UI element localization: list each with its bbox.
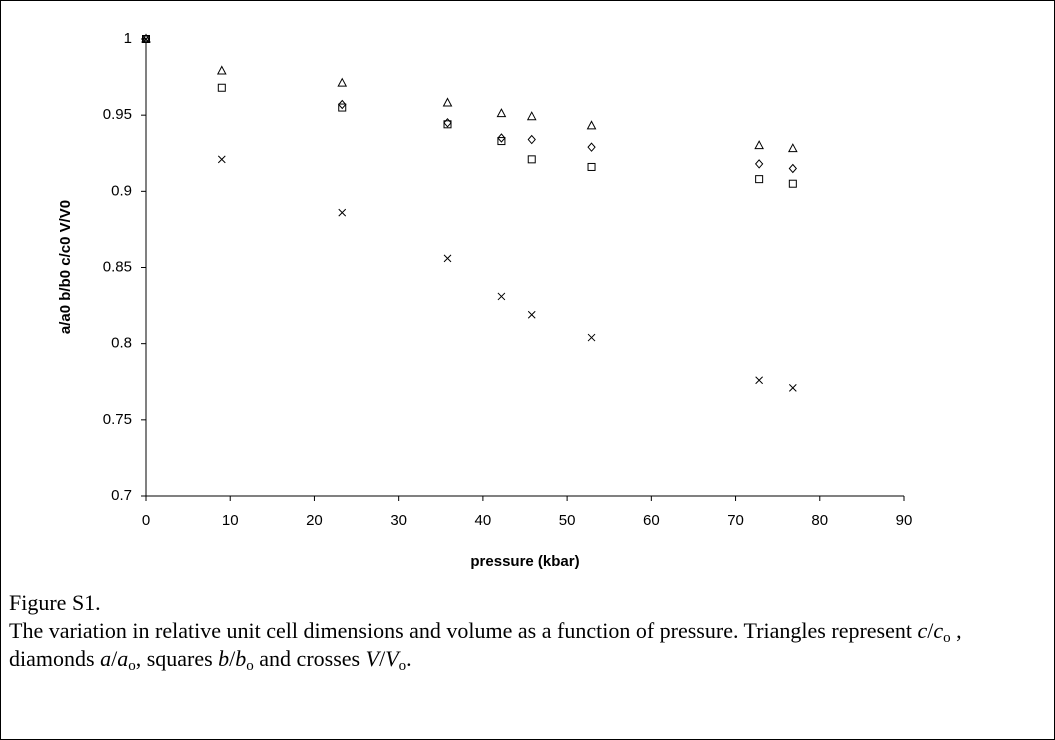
y-tick-label: 0.95 [103, 106, 132, 123]
caption-text: V [365, 646, 380, 671]
caption-text: , squares [135, 646, 219, 671]
caption-text: . [406, 646, 412, 671]
data-point [496, 108, 507, 118]
data-point [216, 65, 227, 75]
data-point [586, 120, 597, 130]
data-point [497, 133, 506, 143]
x-tick-label: 0 [142, 512, 150, 529]
caption-text: b [218, 646, 230, 671]
x-tick-label: 60 [643, 512, 660, 529]
data-point [754, 140, 764, 150]
data-point [142, 35, 150, 43]
x-tick-label: 90 [896, 512, 913, 529]
y-axis-label: a/a0 b/b0 c/c0 V/V0 [57, 200, 74, 334]
data-point [337, 77, 348, 87]
data-point [442, 97, 453, 107]
caption-text: , diamonds [9, 618, 962, 671]
caption-text: c [917, 618, 928, 643]
data-point [788, 163, 797, 174]
caption-text: a [117, 646, 129, 671]
data-point [788, 383, 797, 392]
data-point [527, 155, 536, 164]
y-tick-label: 0.9 [111, 182, 132, 199]
data-point [754, 159, 764, 169]
y-tick-label: 0.75 [103, 411, 132, 428]
x-tick-label: 30 [390, 512, 407, 529]
y-tick-label: 0.7 [111, 487, 132, 504]
data-point [587, 142, 596, 152]
caption-text: / [379, 646, 386, 671]
caption-text: / [111, 646, 118, 671]
caption-text: Figure S1. [9, 590, 101, 615]
caption-text: and crosses [253, 646, 366, 671]
data-point [338, 99, 347, 110]
data-point [787, 143, 798, 153]
x-tick-label: 40 [475, 512, 492, 529]
data-point [755, 175, 764, 184]
x-tick-label: 50 [559, 512, 576, 529]
x-axis-label: pressure (kbar) [470, 553, 579, 570]
data-point [527, 310, 536, 319]
data-point [587, 162, 596, 171]
data-point [217, 155, 226, 164]
data-point [497, 292, 506, 301]
caption-text: a [100, 646, 112, 671]
caption-text: c [933, 618, 944, 643]
data-point [443, 118, 452, 128]
data-point [338, 103, 347, 112]
caption-text: o [128, 658, 136, 674]
data-point [142, 35, 150, 43]
caption-text: V [385, 646, 399, 671]
data-point [443, 254, 452, 263]
data-point [526, 111, 537, 121]
x-tick-label: 20 [306, 512, 323, 529]
caption-text: / [229, 646, 236, 671]
caption-text: / [927, 618, 934, 643]
data-point [443, 120, 452, 129]
data-point [338, 208, 347, 217]
y-tick-label: 0.85 [103, 258, 132, 275]
caption-text: b [235, 646, 247, 671]
caption-text: o [943, 630, 951, 646]
y-tick-label: 1 [124, 30, 132, 47]
x-tick-label: 10 [222, 512, 239, 529]
caption-text: The variation in relative unit cell dime… [9, 618, 918, 643]
caption-text: o [398, 658, 407, 674]
data-point [217, 83, 226, 92]
data-point [497, 137, 506, 146]
data-point [587, 333, 596, 342]
data-point [755, 376, 763, 385]
x-tick-label: 80 [811, 512, 828, 529]
data-point [527, 134, 536, 145]
y-tick-label: 0.8 [111, 335, 132, 352]
caption: Figure S1. The variation in relative unit… [9, 589, 1029, 674]
data-point [788, 179, 797, 188]
chart: pressure (kbar) a/a0 b/b0 c/c0 V/V0 0.7 0… [57, 30, 913, 570]
x-tick-label: 70 [727, 512, 744, 529]
caption-text: o [246, 658, 254, 674]
